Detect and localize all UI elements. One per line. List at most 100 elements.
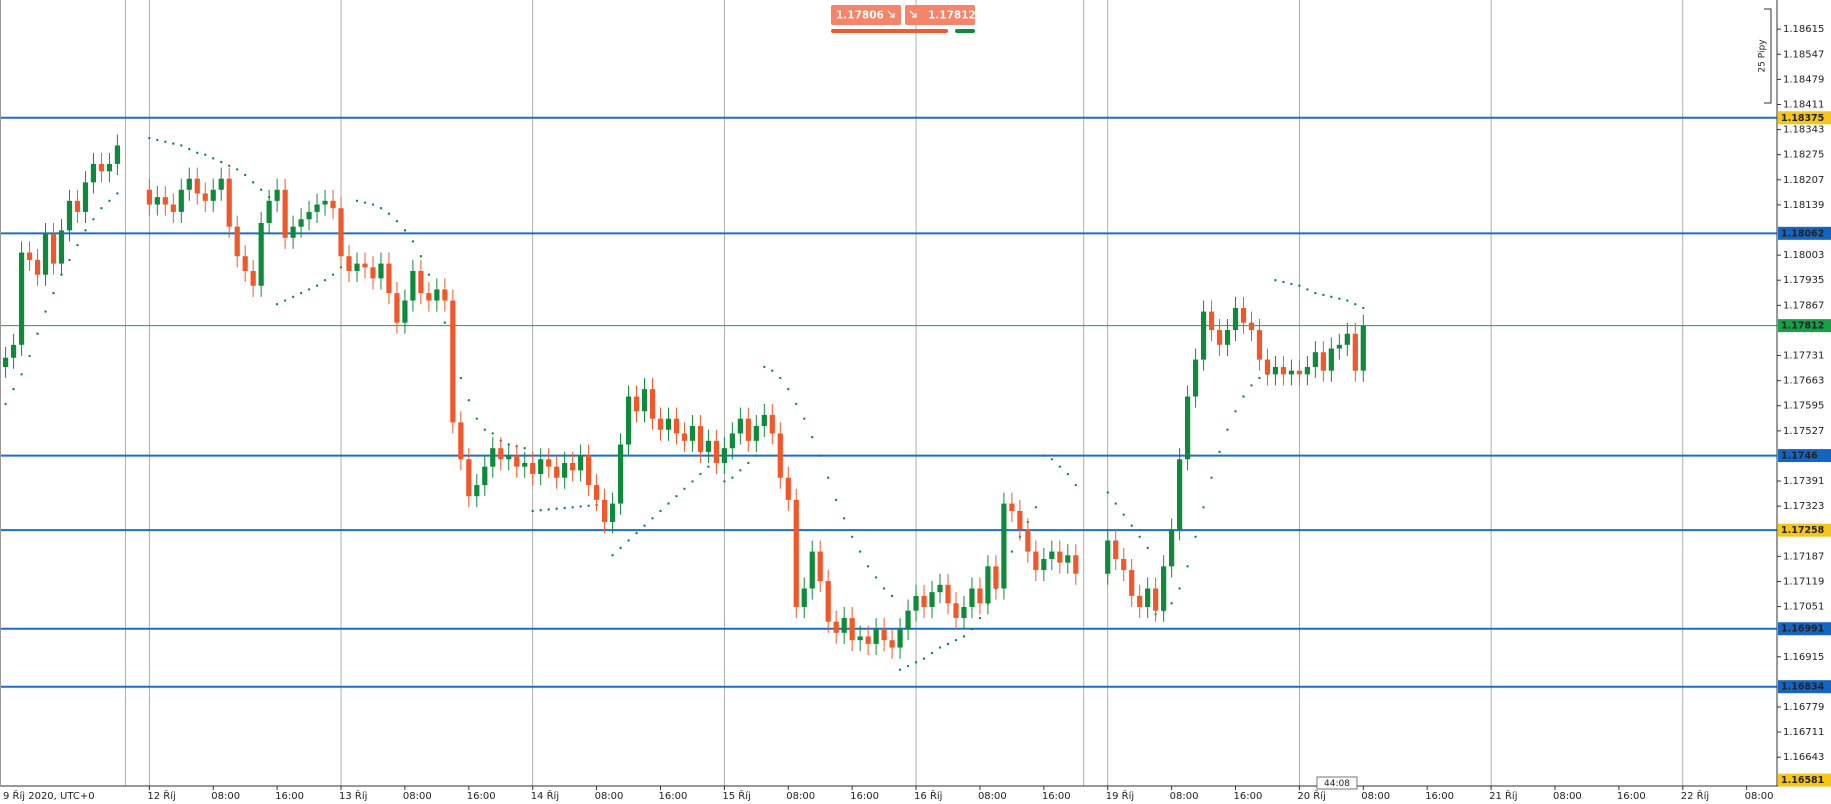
sar-dot xyxy=(363,201,367,204)
x-tick-label: 22 Říj xyxy=(1681,789,1709,802)
x-tick-label: 14 Říj xyxy=(531,789,559,802)
candle-body xyxy=(354,263,360,271)
x-tick-label: 08:00 xyxy=(1361,791,1390,802)
y-tick-label: 1.17391 xyxy=(1783,476,1824,487)
candle-body xyxy=(617,444,624,504)
candle-body xyxy=(665,418,672,430)
candle-body xyxy=(514,455,520,467)
candle-body xyxy=(378,263,384,279)
sar-dot xyxy=(587,504,590,507)
candle-body xyxy=(50,234,57,264)
candle-body xyxy=(969,588,975,607)
sar-dot xyxy=(491,432,494,435)
sar-dot xyxy=(1034,506,1038,509)
y-tick-label: 1.18411 xyxy=(1783,99,1824,110)
candle-body xyxy=(106,163,113,172)
sar-dot xyxy=(1010,550,1014,553)
candle-body xyxy=(1208,311,1215,331)
sell-price[interactable]: 1.17806 xyxy=(836,10,884,22)
sar-dot xyxy=(819,454,822,457)
candle-body xyxy=(34,259,41,275)
candle-body xyxy=(1344,333,1350,345)
candle-body xyxy=(538,459,544,475)
candle-body xyxy=(1280,366,1287,375)
y-tick-label: 1.17867 xyxy=(1783,300,1824,311)
sar-dot xyxy=(547,508,550,511)
candle-body xyxy=(10,344,17,358)
candle-body xyxy=(761,414,767,427)
candle-body xyxy=(218,178,224,190)
sar-dot xyxy=(890,594,894,598)
candle-body xyxy=(1328,348,1334,371)
candle-body xyxy=(418,270,424,294)
sar-dot xyxy=(1202,506,1205,509)
candle-body xyxy=(937,584,943,593)
sar-dot xyxy=(611,554,614,557)
candle-body xyxy=(785,477,791,500)
sar-dot xyxy=(579,505,582,508)
candle-body xyxy=(753,426,759,441)
sar-dot xyxy=(275,303,279,306)
sar-dot xyxy=(323,279,327,282)
buy-price[interactable]: 1.17812 xyxy=(928,10,976,22)
candle-body xyxy=(322,200,328,205)
ruler-bracket xyxy=(1764,8,1772,104)
candle-body xyxy=(737,418,743,434)
candle-body xyxy=(1137,595,1143,607)
sar-dot xyxy=(811,435,814,439)
candle-body xyxy=(1145,588,1151,607)
sar-dot xyxy=(1138,535,1141,538)
candle-body xyxy=(386,263,392,294)
sar-dot xyxy=(204,153,207,156)
x-corner-label: 9 Říj 2020, UTC+0 xyxy=(3,789,95,802)
candle-body xyxy=(929,592,935,607)
candle-body xyxy=(833,621,839,633)
countdown-box xyxy=(1316,776,1358,790)
level-tag-box xyxy=(1778,449,1831,463)
candle-body xyxy=(1161,566,1167,611)
sar-dot xyxy=(76,243,79,247)
candle-body xyxy=(1065,555,1071,563)
sar-dot xyxy=(787,387,790,391)
sar-dot xyxy=(116,192,119,195)
candle-body xyxy=(1001,503,1007,589)
sar-dot xyxy=(100,207,103,210)
candle-body xyxy=(865,636,871,644)
level-tag-box xyxy=(1778,680,1831,694)
y-tick-label: 1.18343 xyxy=(1783,125,1824,136)
sar-dot xyxy=(1354,303,1357,306)
sar-dot xyxy=(962,635,966,638)
sar-dot xyxy=(1178,587,1181,590)
level-tag: 1.1746 xyxy=(1781,451,1818,462)
x-tick-label: 13 Říj xyxy=(339,789,367,802)
sar-dot xyxy=(1146,546,1149,550)
sar-dot xyxy=(842,517,846,520)
candle-body xyxy=(593,485,600,500)
x-tick-label: 08:00 xyxy=(211,791,240,802)
sar-dot xyxy=(850,535,854,538)
trade-panel: 1.17806 1.17812 xyxy=(831,5,976,33)
sar-dot xyxy=(1218,450,1221,454)
candle-body xyxy=(162,197,168,205)
pip-ruler: 25 Pipy xyxy=(1758,8,1772,104)
candle-body xyxy=(697,426,704,452)
sar-dot xyxy=(228,164,231,167)
candle-body xyxy=(881,629,887,641)
candle-body xyxy=(825,581,831,622)
candle-body xyxy=(1312,352,1318,367)
candle-body xyxy=(362,263,368,268)
y-tick-label: 1.16779 xyxy=(1783,702,1824,713)
sar-dot xyxy=(707,465,710,468)
candle-body xyxy=(258,222,264,286)
candle-body xyxy=(1113,540,1119,559)
candle-body xyxy=(649,389,656,419)
sar-dot xyxy=(148,136,151,140)
candle-body xyxy=(1153,588,1159,611)
sar-dot xyxy=(443,321,447,324)
candle-body xyxy=(641,389,648,412)
sar-dot xyxy=(483,428,486,431)
candle-body xyxy=(26,252,33,260)
buy-button[interactable] xyxy=(905,5,975,25)
candle-body xyxy=(657,418,664,430)
sell-button[interactable] xyxy=(831,5,901,25)
